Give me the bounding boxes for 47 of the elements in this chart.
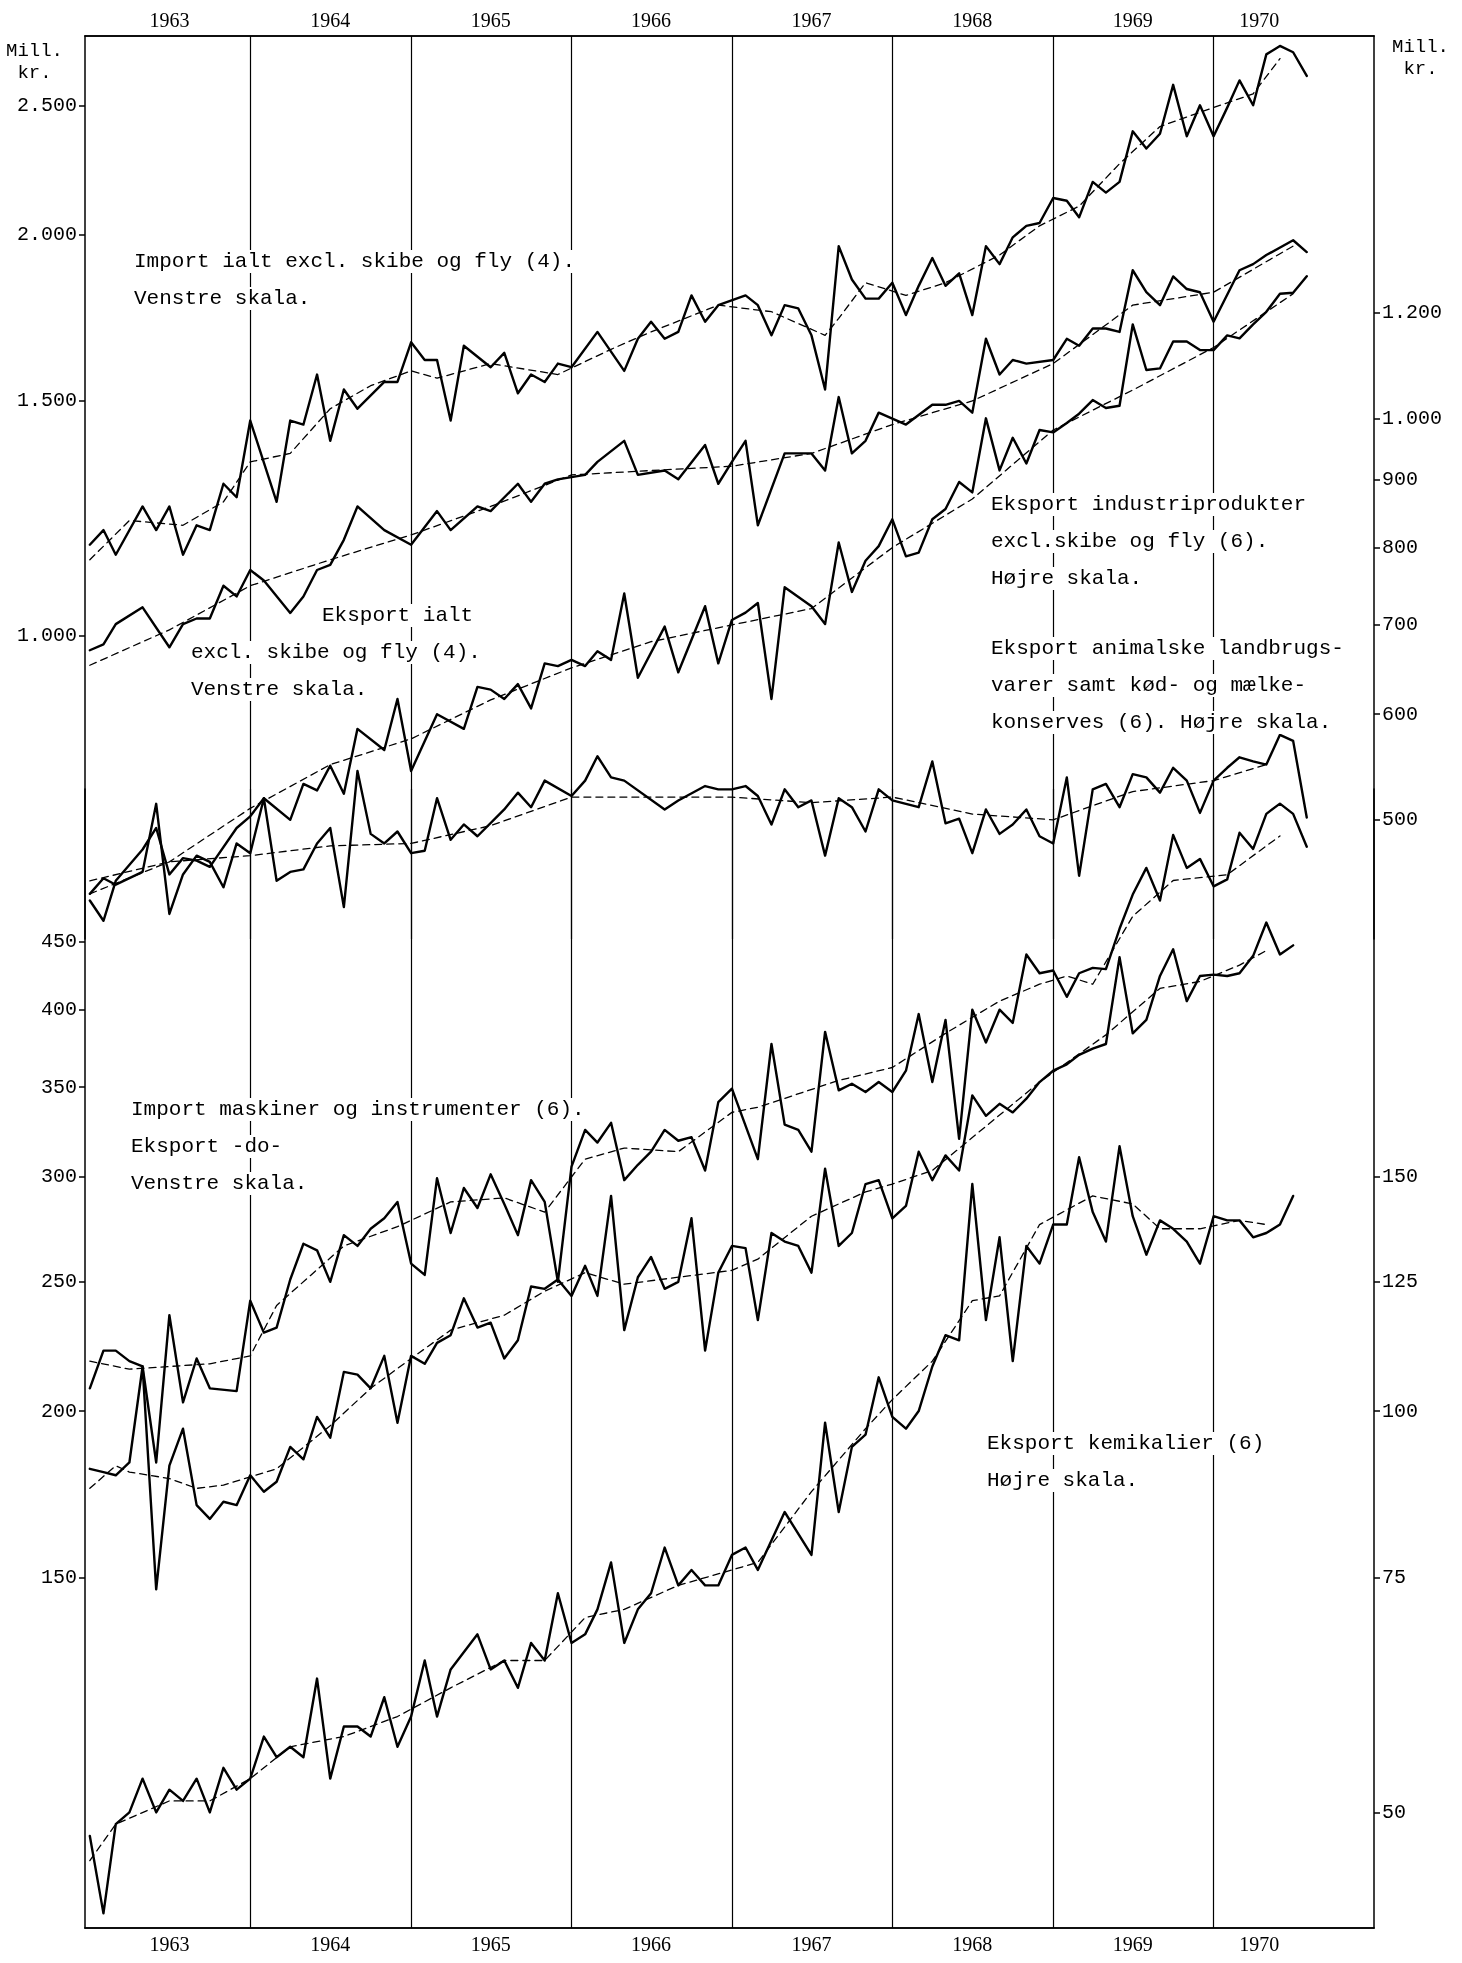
y-tick-label: 150 xyxy=(40,1566,77,1590)
y-tick-label: 2.000 xyxy=(16,222,77,246)
y-tick-label: 200 xyxy=(40,1399,77,1423)
y-tick-label: 800 xyxy=(1382,536,1419,560)
x-tick-label: 1968 xyxy=(952,1933,993,1955)
annotation: Import ialt excl. skibe og fly (4). Venstre skala. xyxy=(134,250,576,310)
x-tick-label: 1967 xyxy=(791,1933,832,1955)
x-tick-label: 1970 xyxy=(1239,9,1280,31)
y-tick-label: 900 xyxy=(1382,467,1419,491)
y-tick-label: 700 xyxy=(1382,613,1419,637)
y-tick-label: 600 xyxy=(1382,702,1419,726)
annotation: Eksport ialt excl. skibe og fly (4). Venstre skala. xyxy=(191,604,481,701)
y-tick-label: 300 xyxy=(40,1164,77,1188)
x-tick-label: 1965 xyxy=(470,1933,511,1955)
x-tick-label: 1964 xyxy=(310,1933,351,1955)
y-axis-title: Mill. kr. xyxy=(6,40,64,84)
y-tick-label: 125 xyxy=(1382,1270,1419,1294)
annotation: Import maskiner og instrumenter (6). Eksport -do- Venstre skala. xyxy=(131,1098,585,1195)
y-axis-title: Mill. kr. xyxy=(1392,36,1450,80)
y-tick-label: 450 xyxy=(40,930,77,954)
y-tick-label: 400 xyxy=(40,998,77,1022)
x-tick-label: 1963 xyxy=(149,1933,190,1955)
x-tick-label: 1964 xyxy=(310,9,351,31)
y-tick-label: 2.500 xyxy=(16,93,77,117)
y-tick-label: 50 xyxy=(1382,1800,1407,1824)
annotation: Eksport kemikalier (6) Højre skala. xyxy=(987,1432,1265,1492)
x-tick-label: 1970 xyxy=(1239,1933,1280,1955)
y-tick-label: 1.200 xyxy=(1382,301,1443,325)
y-tick-label: 1.000 xyxy=(1382,406,1443,430)
y-tick-label: 250 xyxy=(40,1270,77,1294)
y-tick-label: 150 xyxy=(1382,1164,1419,1188)
x-tick-label: 1969 xyxy=(1112,9,1153,31)
y-tick-label: 1.000 xyxy=(16,624,77,648)
annotation: Eksport industriprodukter excl.skibe og fly (6). Højre skala. xyxy=(991,493,1307,590)
x-tick-label: 1966 xyxy=(631,1933,672,1955)
x-tick-label: 1968 xyxy=(952,9,993,31)
y-tick-label: 500 xyxy=(1382,808,1419,832)
x-tick-label: 1966 xyxy=(631,9,672,31)
y-tick-label: 100 xyxy=(1382,1399,1419,1423)
y-tick-label: 75 xyxy=(1382,1566,1407,1590)
x-tick-label: 1967 xyxy=(791,9,832,31)
x-tick-label: 1969 xyxy=(1112,1933,1153,1955)
y-tick-label: 1.500 xyxy=(16,389,77,413)
x-tick-label: 1963 xyxy=(149,9,190,31)
annotation: Eksport animalske landbrugs- varer samt kød- og mælke- konserves (6). Højre skala. xyxy=(991,637,1344,734)
y-tick-label: 350 xyxy=(40,1075,77,1099)
x-tick-label: 1965 xyxy=(470,9,511,31)
